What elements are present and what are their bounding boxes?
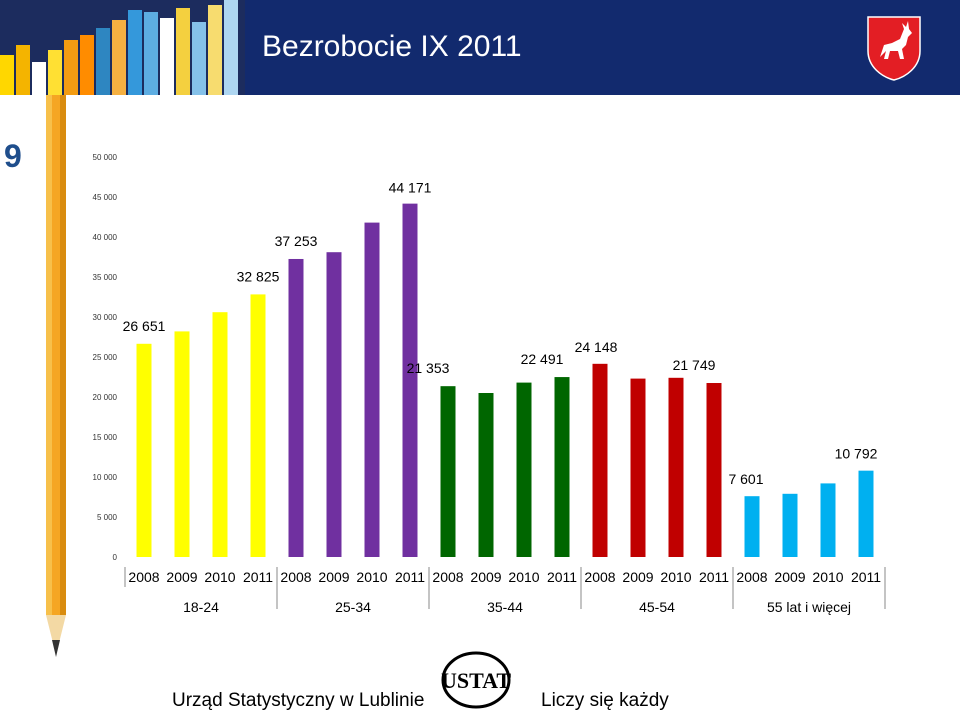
- group-label: 25-34: [335, 599, 371, 615]
- x-tick-label: 2008: [280, 569, 311, 585]
- data-label: 21 353: [407, 360, 450, 376]
- page-title: Bezrobocie IX 2011: [262, 30, 522, 63]
- group-label: 45-54: [639, 599, 675, 615]
- bar-35-44-2009: [478, 393, 494, 557]
- x-tick-label: 2008: [128, 569, 159, 585]
- y-tick-label: 20 000: [93, 393, 118, 402]
- x-tick-label: 2008: [736, 569, 767, 585]
- y-tick-label: 5 000: [97, 513, 118, 522]
- bar-18-24-2010: [212, 312, 228, 557]
- x-tick-label: 2010: [508, 569, 539, 585]
- x-tick-label: 2011: [547, 569, 577, 585]
- x-tick-label: 2010: [812, 569, 843, 585]
- y-tick-label: 35 000: [93, 273, 118, 282]
- y-tick-label: 25 000: [93, 353, 118, 362]
- x-tick-label: 2008: [432, 569, 463, 585]
- group-label: 35-44: [487, 599, 523, 615]
- x-tick-label: 2009: [166, 569, 197, 585]
- bar-35-44-2011: [554, 377, 570, 557]
- bar-25-34-2010: [364, 222, 380, 557]
- x-tick-label: 2011: [851, 569, 881, 585]
- x-tick-label: 2009: [774, 569, 805, 585]
- x-tick-label: 2008: [584, 569, 615, 585]
- bar-45-54-2009: [630, 378, 646, 557]
- x-tick-label: 2009: [470, 569, 501, 585]
- footer-institution: Urząd Statystyczny w Lublinie: [172, 690, 425, 711]
- x-tick-label: 2011: [395, 569, 425, 585]
- logo-text: USTAT: [441, 668, 511, 693]
- bar-18-24-2008: [136, 343, 152, 557]
- bar-55-lat-i-więcej-2009: [782, 493, 798, 557]
- bar-35-44-2008: [440, 386, 456, 557]
- x-tick-label: 2011: [243, 569, 273, 585]
- x-tick-label: 2009: [622, 569, 653, 585]
- data-label: 32 825: [237, 268, 280, 284]
- slide-number: 9: [4, 138, 22, 174]
- bar-55-lat-i-więcej-2010: [820, 483, 836, 557]
- y-tick-label: 15 000: [93, 433, 118, 442]
- bar-45-54-2010: [668, 377, 684, 557]
- bar-18-24-2009: [174, 331, 190, 557]
- data-label: 37 253: [275, 233, 318, 249]
- bar-25-34-2009: [326, 252, 342, 557]
- data-label: 44 171: [389, 180, 432, 196]
- bar-25-34-2008: [288, 258, 304, 557]
- data-label: 26 651: [123, 318, 166, 334]
- bar-55-lat-i-więcej-2011: [858, 470, 874, 557]
- data-label: 24 148: [575, 339, 618, 355]
- bar-55-lat-i-więcej-2008: [744, 496, 760, 557]
- ustat-logo: USTAT: [441, 651, 511, 709]
- y-tick-label: 10 000: [93, 473, 118, 482]
- y-tick-label: 40 000: [93, 233, 118, 242]
- title-bar: [245, 0, 960, 95]
- data-label: 10 792: [835, 446, 878, 462]
- coat-of-arms-icon: [867, 16, 921, 81]
- bar-35-44-2010: [516, 382, 532, 557]
- bar-25-34-2011: [402, 203, 418, 557]
- y-tick-label: 50 000: [93, 153, 118, 162]
- pencil-decoration: [46, 95, 66, 657]
- group-label: 18-24: [183, 599, 219, 615]
- bar-45-54-2011: [706, 383, 722, 557]
- pencils-decoration: [0, 0, 238, 95]
- x-tick-label: 2011: [699, 569, 729, 585]
- data-label: 22 491: [521, 351, 564, 367]
- bar-45-54-2008: [592, 363, 608, 557]
- y-tick-label: 0: [113, 553, 118, 562]
- footer-slogan: Liczy się każdy: [541, 690, 669, 711]
- header-banner: Bezrobocie IX 2011: [0, 0, 960, 95]
- data-label: 7 601: [728, 471, 763, 487]
- bar-18-24-2011: [250, 294, 266, 557]
- x-tick-label: 2010: [660, 569, 691, 585]
- x-tick-label: 2010: [356, 569, 387, 585]
- y-tick-label: 45 000: [93, 193, 118, 202]
- x-tick-label: 2009: [318, 569, 349, 585]
- y-tick-label: 30 000: [93, 313, 118, 322]
- group-label: 55 lat i więcej: [767, 599, 851, 615]
- x-tick-label: 2010: [204, 569, 235, 585]
- data-label: 21 749: [673, 357, 716, 373]
